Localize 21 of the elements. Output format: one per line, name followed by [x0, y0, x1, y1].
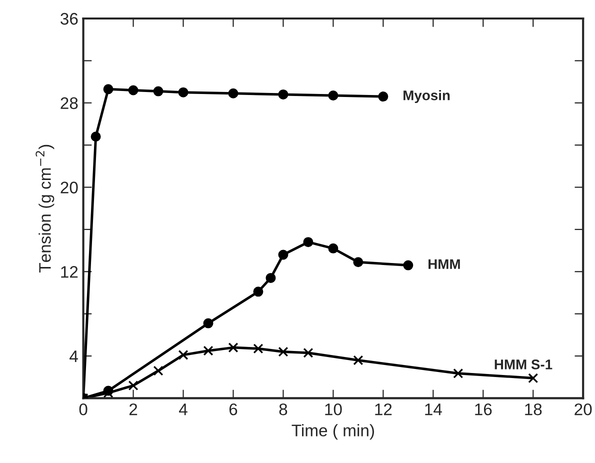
x-axis-title: Time ( min) — [292, 424, 374, 440]
y-tick-label: 20 — [60, 182, 78, 194]
x-tick-label: 18 — [525, 403, 542, 416]
series-label: HMM S-1 — [494, 360, 552, 370]
series-label: Myosin — [404, 90, 450, 104]
x-tick-label: 16 — [475, 403, 492, 416]
x-tick-label: 12 — [375, 403, 392, 416]
x-tick-label: 0 — [79, 403, 88, 416]
series-label: HMM — [428, 259, 460, 269]
x-tick-label: 20 — [574, 403, 592, 416]
y-axis-title: Tension (g cm$^{−2}$) — [36, 144, 54, 272]
x-tick-label: 14 — [425, 404, 442, 416]
y-tick-label: 36 — [60, 12, 78, 25]
y-tick-label: 4 — [70, 350, 78, 362]
x-tick-label: 4 — [179, 404, 188, 416]
x-tick-label: 8 — [279, 403, 288, 416]
y-tick-label: 12 — [61, 266, 78, 278]
x-tick-label: 6 — [229, 403, 238, 416]
x-tick-label: 10 — [325, 403, 342, 416]
x-tick-label: 2 — [129, 403, 138, 416]
y-tick-label: 28 — [60, 97, 78, 110]
